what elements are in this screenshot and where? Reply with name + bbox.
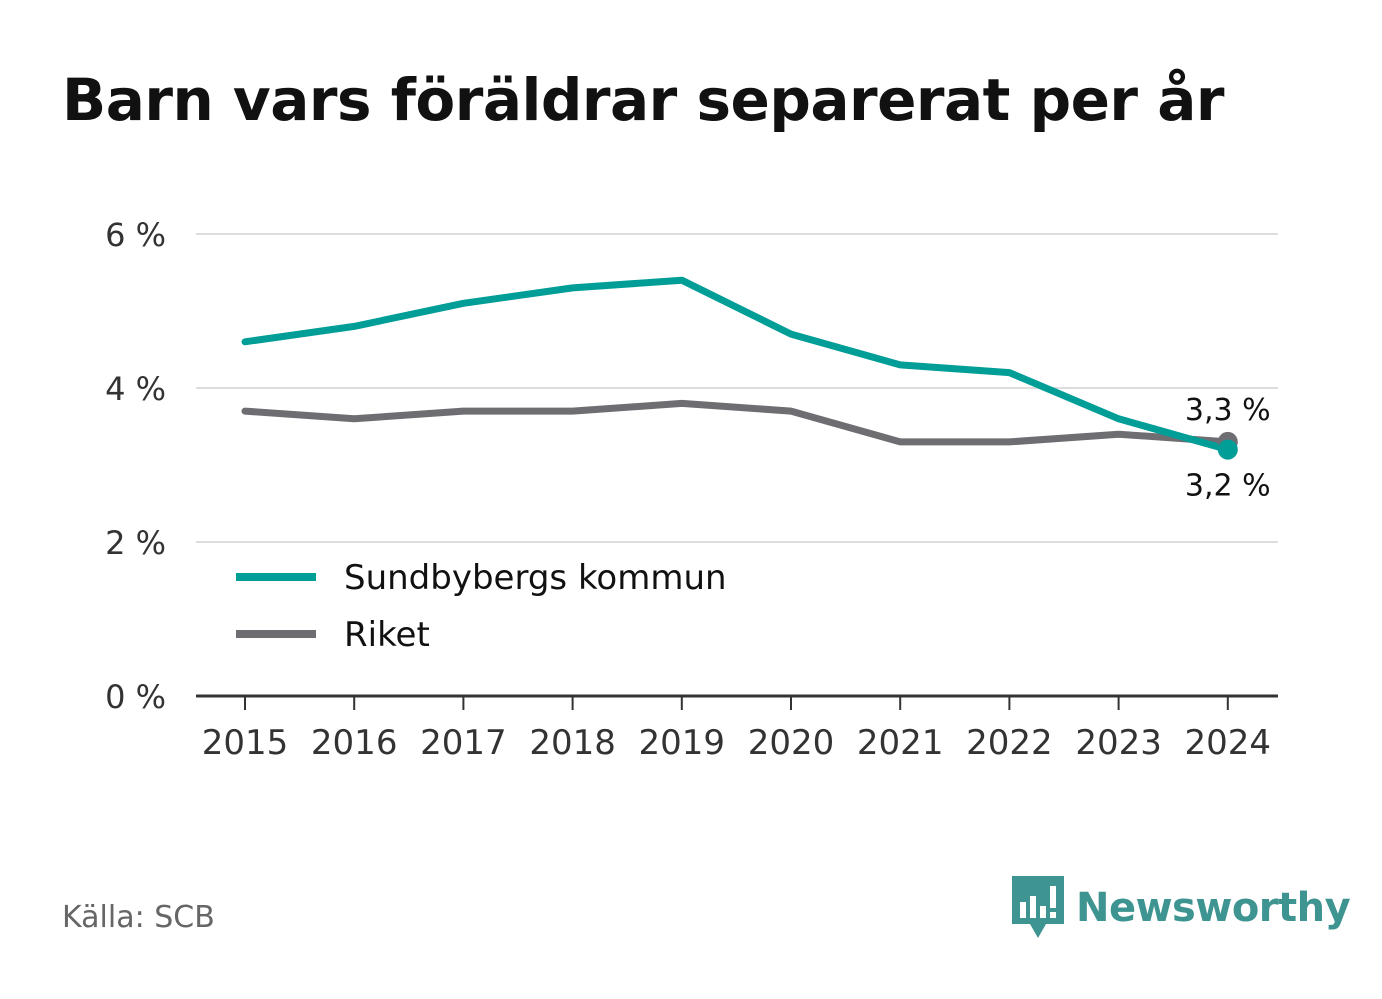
series-line-riket (241, 399, 1232, 446)
x-tick-label: 2021 (857, 723, 944, 763)
x-tick-label: 2018 (529, 723, 616, 763)
series-lines (241, 276, 1238, 460)
grid-lines (196, 233, 1278, 543)
end-label-sundbyberg: 3,2 % (1185, 469, 1271, 504)
y-tick-label: 4 % (105, 370, 166, 408)
x-tick-label: 2017 (420, 723, 507, 763)
x-tick-label: 2024 (1185, 723, 1272, 763)
y-tick-label: 2 % (105, 524, 166, 562)
logo-name: Newsworthy (1076, 885, 1351, 931)
newsworthy-logo: Newsworthy (1012, 876, 1351, 940)
y-tick-label: 6 % (105, 216, 166, 254)
series-line-sundbyberg (241, 276, 1232, 454)
x-tick-label: 2015 (202, 723, 289, 763)
x-tick-label: 2016 (311, 723, 398, 763)
legend: Sundbybergs kommun Riket (236, 558, 727, 655)
source-note: Källa: SCB (62, 900, 215, 935)
legend-label: Sundbybergs kommun (344, 558, 727, 598)
y-tick-label: 0 % (105, 678, 166, 716)
bar-chart-logo-icon (1012, 876, 1064, 938)
x-tick-label: 2023 (1075, 723, 1162, 763)
end-point-sundbyberg (1217, 439, 1238, 460)
y-axis-tick-labels: 0 % 2 % 4 % 6 % (105, 216, 166, 716)
x-tick-label: 2020 (748, 723, 835, 763)
x-axis: 2015 2016 2017 2018 2019 2020 2021 2022 2023 2024 (196, 694, 1278, 763)
x-tick-label: 2022 (966, 723, 1053, 763)
end-labels: 3,3 % 3,2 % (1185, 393, 1271, 504)
legend-label: Riket (344, 615, 430, 655)
end-label-riket: 3,3 % (1185, 393, 1271, 428)
chart-title: Barn vars föräldrar separerat per år (62, 66, 1224, 134)
x-tick-label: 2019 (639, 723, 726, 763)
